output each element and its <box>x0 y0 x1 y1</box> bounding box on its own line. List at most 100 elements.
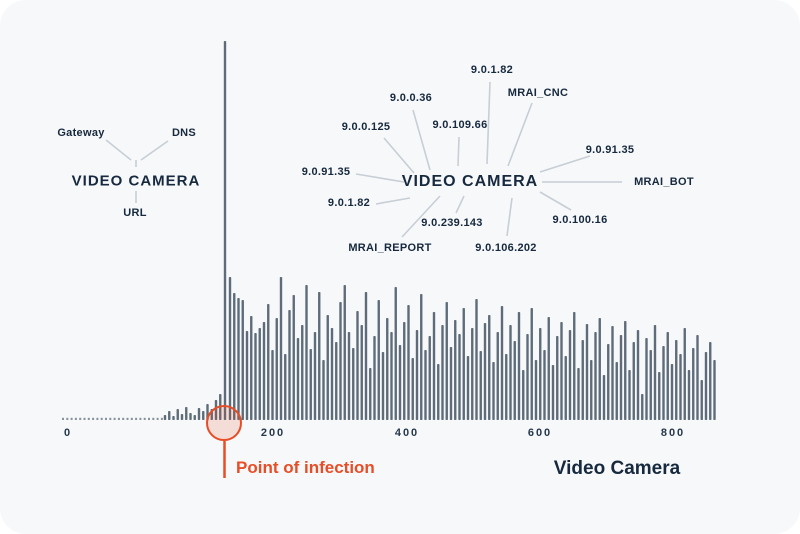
bar <box>615 362 618 420</box>
bar <box>628 370 631 420</box>
bar <box>398 345 402 420</box>
bar <box>360 325 363 420</box>
bar <box>568 330 572 420</box>
bar <box>369 368 372 420</box>
baseline-dot <box>135 417 138 420</box>
x-tick-label: 600 <box>527 427 553 439</box>
ramp-bar <box>185 407 188 420</box>
bar <box>394 287 397 420</box>
bar <box>373 336 376 420</box>
bar <box>454 320 457 420</box>
connector-line <box>383 137 415 174</box>
bar <box>292 295 295 420</box>
bar <box>641 394 644 420</box>
bar <box>284 354 287 420</box>
ramp-bar <box>172 416 175 420</box>
node-label: URL <box>123 207 147 219</box>
bar <box>330 328 334 420</box>
bar <box>534 360 538 420</box>
bar <box>577 368 580 420</box>
bar <box>275 318 278 420</box>
baseline-dot <box>66 417 69 420</box>
bar <box>522 370 525 420</box>
x-axis-title: Video Camera <box>553 458 681 479</box>
ramp-bar <box>163 415 167 420</box>
baseline-dot <box>87 417 90 420</box>
baseline-dot <box>92 417 95 420</box>
node-label: 9.0.239.143 <box>421 217 483 229</box>
bar <box>687 370 691 420</box>
bar <box>632 342 635 420</box>
connector-line <box>507 102 533 167</box>
bar <box>713 360 716 420</box>
bar <box>658 372 661 420</box>
bar <box>551 365 555 420</box>
bar <box>305 285 308 420</box>
bar <box>479 351 482 420</box>
node-label: 9.0.0.36 <box>389 92 433 104</box>
bar <box>624 321 627 420</box>
bar <box>407 305 410 420</box>
bar <box>662 346 665 420</box>
x-tick-label: 200 <box>260 427 286 439</box>
ramp-bar <box>189 413 192 420</box>
bar <box>301 325 304 420</box>
bar <box>390 332 393 420</box>
bar <box>250 316 253 420</box>
node-label: MRAI_CNC <box>507 87 569 99</box>
ramp-bar <box>180 414 184 420</box>
x-tick-label: 800 <box>660 427 686 439</box>
baseline-dot <box>79 417 82 420</box>
bar <box>326 315 329 420</box>
bar <box>428 336 431 420</box>
connector-line <box>105 139 132 161</box>
node-label: 9.0.100.16 <box>552 214 608 226</box>
bar <box>526 334 529 420</box>
node-label: 9.0.106.202 <box>475 242 537 254</box>
connector-line <box>457 136 460 167</box>
bar <box>318 292 321 420</box>
bar <box>432 312 436 420</box>
point-of-infection-label: Point of infection <box>236 458 375 477</box>
bar <box>581 340 584 420</box>
baseline-dot <box>62 417 64 420</box>
ramp-bar <box>176 409 179 420</box>
baseline-dot <box>70 417 73 420</box>
bar <box>492 362 495 420</box>
x-tick-label: 0 <box>63 427 73 439</box>
baseline-dot <box>143 417 146 420</box>
bar <box>530 308 533 420</box>
bar <box>602 375 606 420</box>
ramp-bar <box>214 400 218 420</box>
bar <box>547 317 550 420</box>
bar <box>598 318 601 420</box>
baseline-dot <box>117 417 120 420</box>
bar <box>709 342 712 420</box>
connector-line <box>486 81 491 165</box>
bar <box>403 322 406 420</box>
bar <box>679 354 682 420</box>
connector-line <box>539 191 572 211</box>
bar <box>564 356 567 420</box>
node-label: 9.0.1.82 <box>327 197 371 209</box>
bar <box>241 300 244 420</box>
baseline-dot <box>126 417 129 420</box>
bar <box>636 330 640 420</box>
bar <box>449 347 453 420</box>
node-label: 9.0.91.35 <box>585 144 635 156</box>
bar <box>415 330 419 420</box>
bar <box>692 348 695 420</box>
bar <box>670 364 674 420</box>
baseline-dot <box>83 417 86 420</box>
baseline-dot <box>109 417 112 420</box>
bar <box>424 350 427 420</box>
node-label: DNS <box>171 127 197 139</box>
bar <box>279 277 283 420</box>
connector-line <box>412 109 431 171</box>
bar <box>296 338 300 420</box>
bar <box>377 300 380 420</box>
bar <box>258 328 261 420</box>
bar <box>262 322 266 420</box>
connector-line <box>539 155 591 173</box>
bar <box>437 364 440 420</box>
